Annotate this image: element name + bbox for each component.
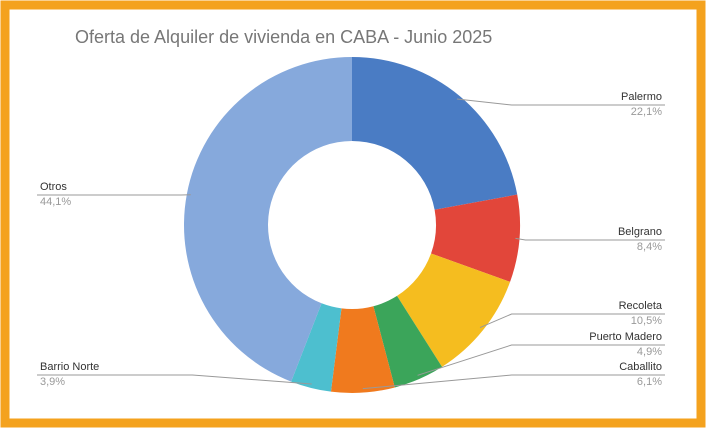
leader-line <box>417 344 665 376</box>
data-label: 6,1% <box>637 376 662 388</box>
slice <box>397 253 511 367</box>
leader-line <box>362 374 665 390</box>
data-label: 4,9% <box>637 346 662 358</box>
slice <box>373 295 443 388</box>
data-label: 8,4% <box>637 241 662 253</box>
slice <box>330 306 395 393</box>
data-label: 10,5% <box>631 315 662 327</box>
leader-line <box>37 374 312 385</box>
legend-label: Caballito <box>619 361 662 373</box>
legend-label: Belgrano <box>618 226 662 238</box>
leader-line <box>456 98 665 106</box>
slice <box>352 57 518 210</box>
leader-line <box>479 313 665 328</box>
leader-line <box>515 237 665 241</box>
slice <box>184 57 352 382</box>
slice <box>291 303 342 392</box>
chart-title: Oferta de Alquiler de vivienda en CABA -… <box>75 27 492 47</box>
data-label: 22,1% <box>631 106 662 118</box>
legend-label: Barrio Norte <box>40 361 99 373</box>
data-label: 3,9% <box>40 376 65 388</box>
legend-label: Puerto Madero <box>589 331 662 343</box>
legend-label: Recoleta <box>619 300 663 312</box>
data-label: 44,1% <box>40 196 71 208</box>
slice <box>431 194 520 282</box>
legend-label: Otros <box>40 181 67 193</box>
legend-label: Palermo <box>621 91 662 103</box>
